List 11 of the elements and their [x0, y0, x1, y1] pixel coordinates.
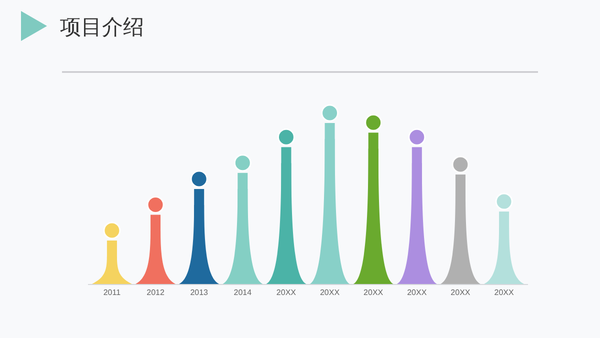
x-tick-label: 20XX: [450, 288, 471, 297]
x-tick-label: 2011: [103, 288, 122, 297]
chart-title: 项目介绍: [60, 15, 144, 39]
x-tick-label: 20XX: [276, 288, 297, 297]
x-tick-label: 20XX: [494, 288, 514, 297]
x-tick-label: 20XX: [364, 288, 384, 297]
x-tick-label: 2012: [146, 288, 165, 297]
x-tick-label: 2014: [234, 288, 252, 297]
x-tick-label: 20XX: [407, 288, 428, 297]
x-tick-label: 20XX: [320, 288, 340, 297]
x-tick-label: 2013: [190, 288, 209, 297]
